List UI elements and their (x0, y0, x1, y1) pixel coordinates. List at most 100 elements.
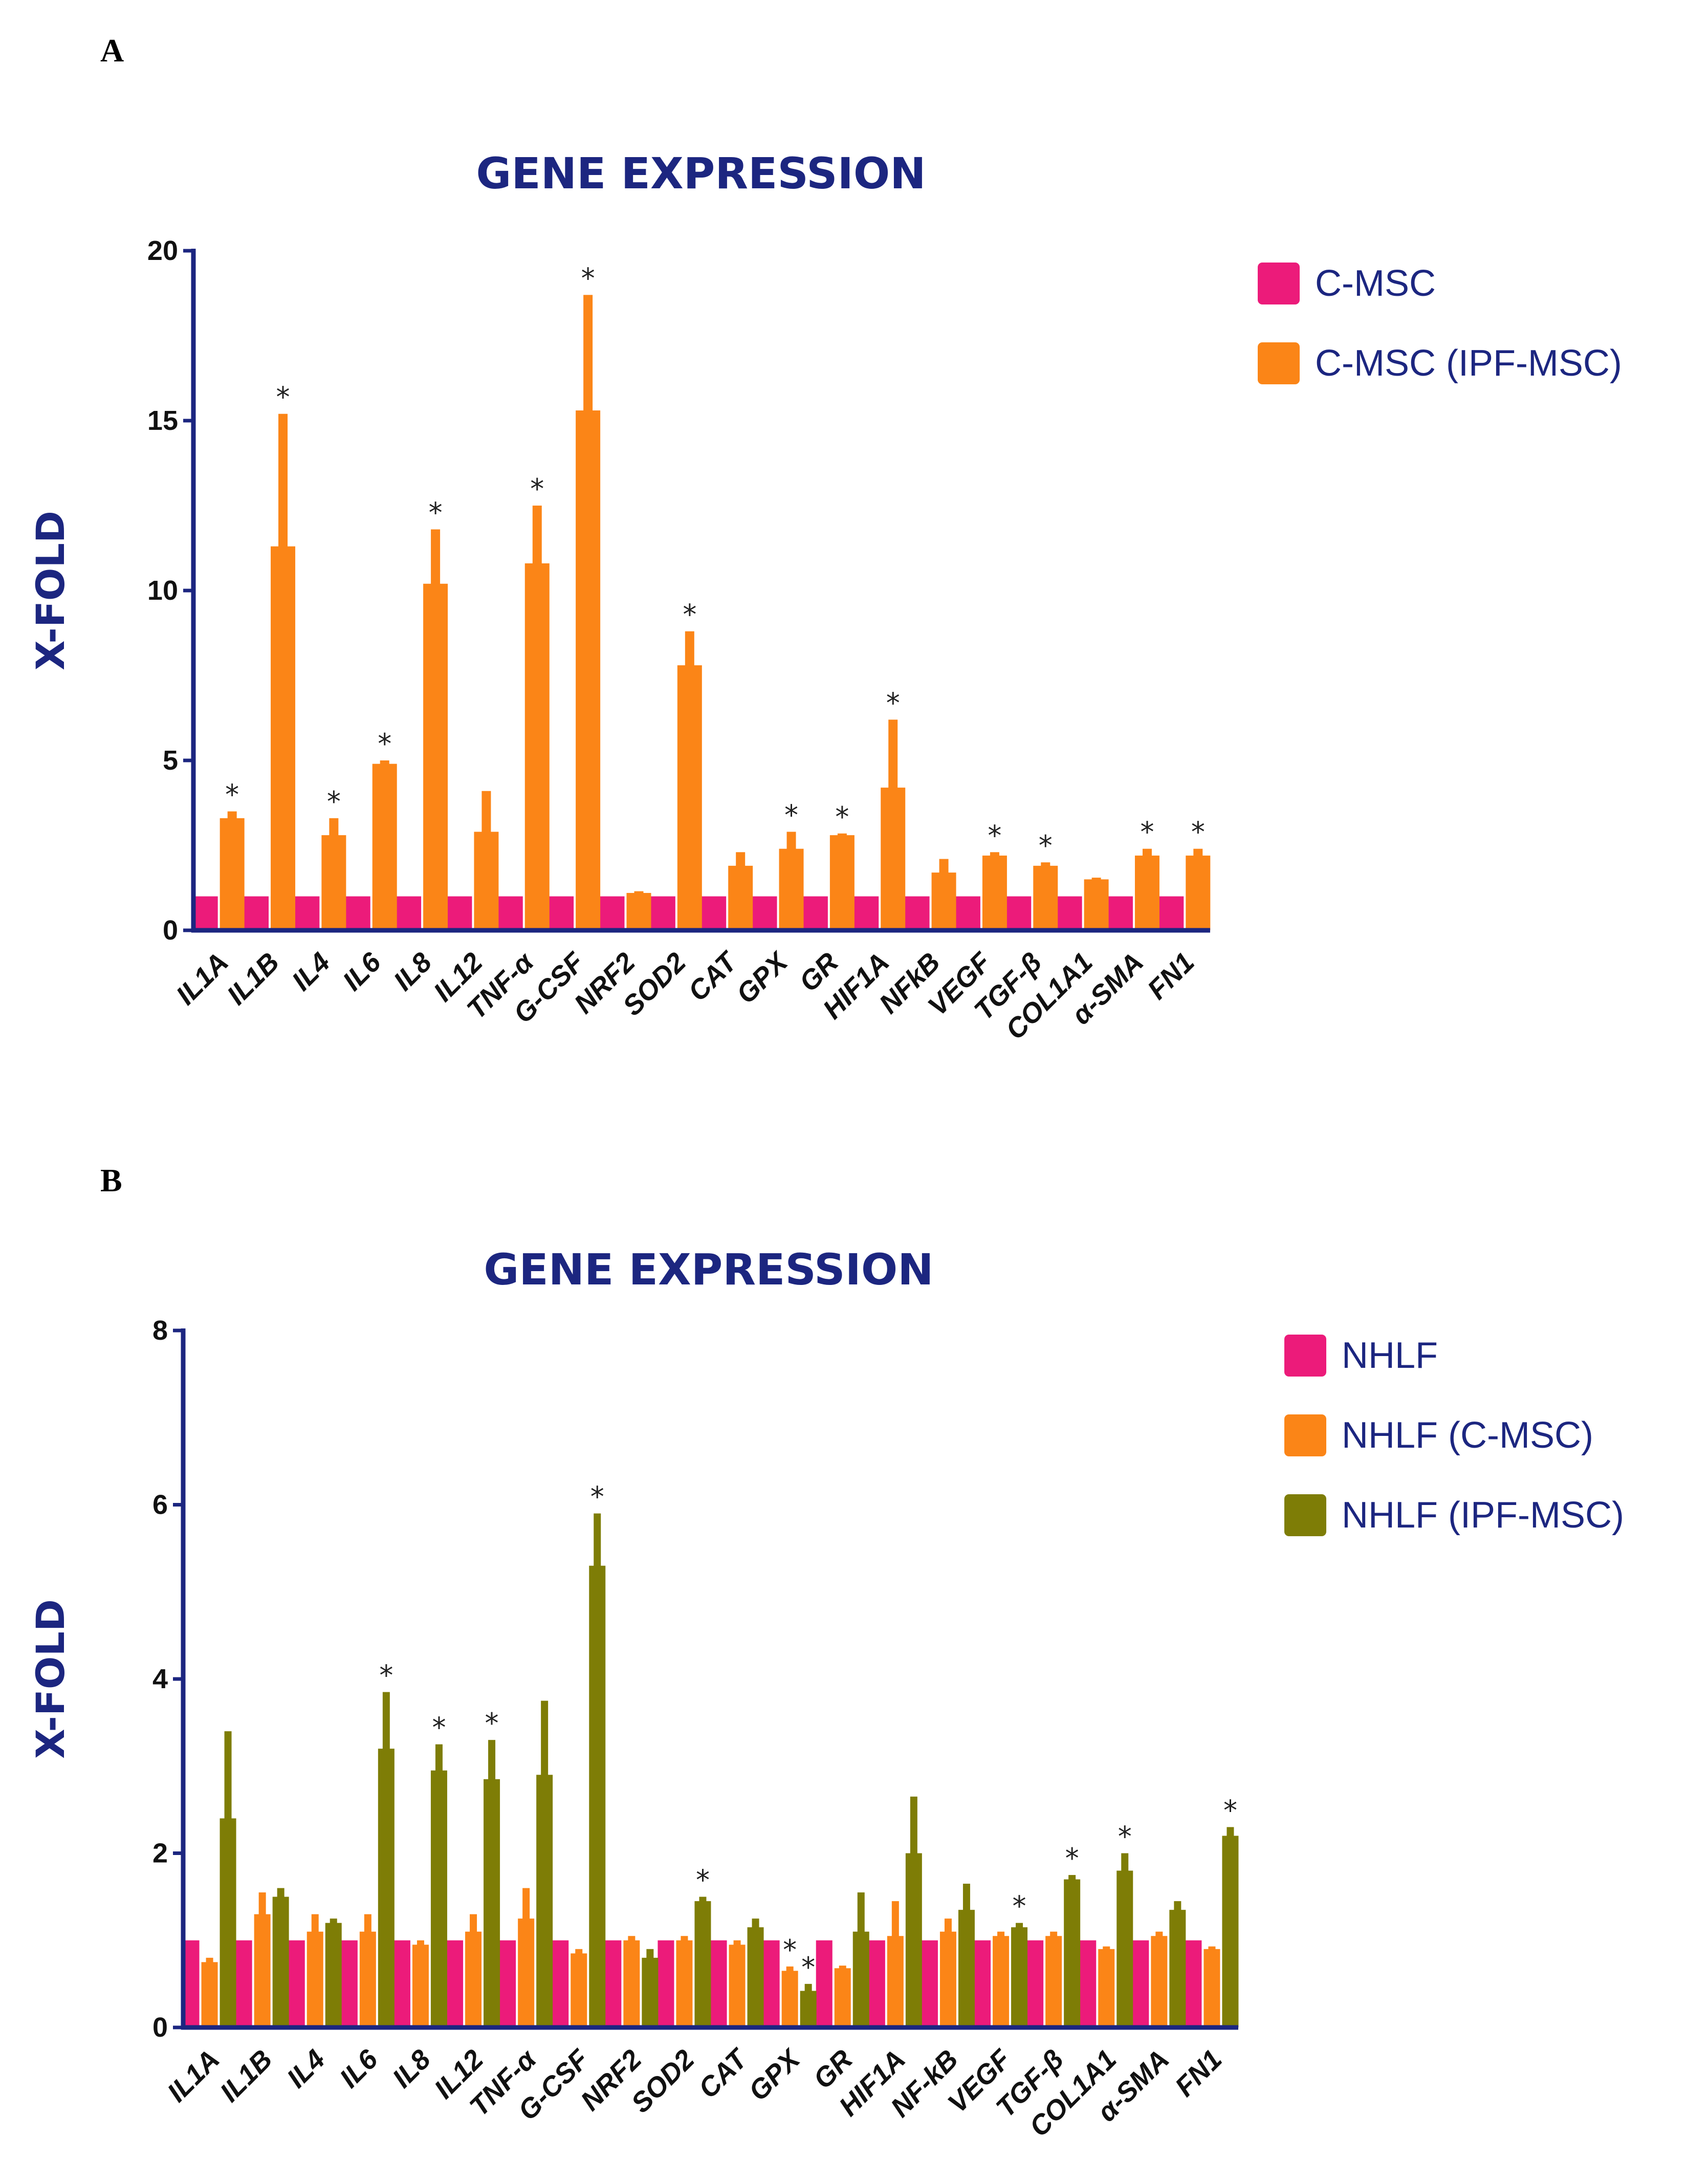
panel-letter-b: B (100, 1162, 122, 1198)
significance-star-nhlf-ipf-msc-g-csf: * (590, 1481, 604, 1513)
bar-c-msc-ipf-msc-tgf (1033, 865, 1058, 930)
error-bar-nhlf-c-msc-nrf2 (628, 1936, 636, 1941)
significance-star-nhlf-ipf-msc-il8: * (432, 1712, 446, 1744)
legend-label-c-msc: C-MSC (1315, 263, 1436, 304)
significance-star-c-msc-ipf-msc-sod2: * (683, 599, 696, 631)
significance-star-c-msc-ipf-msc-g-csf: * (581, 262, 595, 294)
error-bar-c-msc-ipf-msc-col1a1 (1091, 878, 1101, 880)
y-tick-label-6: 6 (152, 1490, 168, 1520)
error-bar-nhlf-ipf-msc-tnf (541, 1700, 549, 1776)
error-bar-nhlf-c-msc-il8 (417, 1940, 424, 1946)
error-bar-nhlf-c-msc-hif1a (891, 1901, 899, 1937)
bar-c-msc-tnf (498, 896, 523, 930)
error-bar-c-msc-ipf-msc-il6 (380, 760, 389, 765)
error-bar-c-msc-ipf-msc-nrf2 (634, 891, 644, 893)
bar-c-msc-sma (1108, 896, 1133, 930)
bar-c-msc-ipf-msc-il1a (220, 818, 245, 930)
bar-nhlf-ipf-msc-sma (1169, 1910, 1186, 2027)
x-tick-label-il1b: IL1B (214, 2044, 278, 2108)
bar-nhlf-tnf (499, 1940, 516, 2027)
significance-star-nhlf-ipf-msc-fn1: * (1223, 1794, 1237, 1826)
bar-c-msc-cat (702, 896, 727, 930)
error-bar-c-msc-ipf-msc-il4 (329, 818, 339, 836)
bar-nhlf-c-msc-col1a1 (1098, 1949, 1115, 2027)
legend-label-c-msc-ipf-msc: C-MSC (IPF-MSC) (1315, 343, 1622, 384)
bar-nhlf-sod2 (658, 1940, 674, 2027)
error-bar-nhlf-ipf-msc-sod2 (699, 1896, 707, 1902)
bar-nhlf-c-msc-il1a (201, 1962, 218, 2027)
y-tick-label-10: 10 (147, 575, 178, 606)
bar-nhlf-ipf-msc-il12 (484, 1779, 500, 2027)
bar-nhlf-gr (816, 1940, 833, 2027)
bar-c-msc-ipf-msc-vegf (982, 855, 1007, 930)
error-bar-nhlf-c-msc-tgf (1050, 1931, 1058, 1937)
significance-star-nhlf-ipf-msc-sod2: * (696, 1864, 710, 1896)
bar-nhlf-il8 (393, 1940, 410, 2027)
bar-nhlf-nf-kb (921, 1940, 938, 2027)
error-bar-c-msc-ipf-msc-il8 (431, 529, 441, 584)
bar-c-msc-ipf-msc-cat (728, 865, 753, 930)
error-bar-c-msc-ipf-msc-cat (736, 852, 746, 866)
x-tick-label-il6: IL6 (337, 946, 387, 996)
bar-nhlf-ipf-msc-il4 (325, 1923, 342, 2027)
bar-nhlf-il6 (341, 1940, 358, 2027)
bar-nhlf-il12 (447, 1940, 464, 2027)
error-bar-nhlf-c-msc-sod2 (681, 1936, 688, 1941)
bar-nhlf-c-msc-il8 (412, 1945, 429, 2027)
significance-star-nhlf-ipf-msc-tgf: * (1065, 1842, 1079, 1874)
error-bar-nhlf-ipf-msc-g-csf (594, 1513, 601, 1566)
significance-star-nhlf-ipf-msc-il6: * (379, 1660, 393, 1692)
error-bar-nhlf-ipf-msc-hif1a (910, 1796, 917, 1854)
x-tick-label-il4: IL4 (286, 947, 336, 997)
bar-nhlf-c-msc-tnf (518, 1918, 535, 2027)
significance-star-c-msc-ipf-msc-gr: * (835, 801, 849, 833)
bar-c-msc-g-csf (549, 896, 574, 930)
significance-star-c-msc-ipf-msc-il1b: * (276, 381, 290, 413)
x-tick-label-il1a: IL1A (170, 947, 234, 1011)
significance-star-c-msc-ipf-msc-il1a: * (225, 779, 239, 811)
x-tick-label-cat: CAT (682, 945, 744, 1007)
bar-nhlf-ipf-msc-il1a (220, 1818, 236, 2027)
bar-nhlf-ipf-msc-col1a1 (1116, 1870, 1133, 2027)
bar-nhlf-c-msc-il12 (465, 1931, 482, 2027)
error-bar-nhlf-c-msc-col1a1 (1103, 1946, 1110, 1950)
error-bar-nhlf-ipf-msc-il6 (382, 1692, 390, 1750)
error-bar-nhlf-c-msc-il4 (311, 1914, 319, 1932)
error-bar-nhlf-c-msc-tnf (522, 1888, 530, 1919)
chart-title: GENE EXPRESSION (484, 1245, 933, 1295)
error-bar-c-msc-ipf-msc-tgf (1041, 862, 1050, 866)
bar-c-msc-tgf (1006, 896, 1032, 930)
bar-nhlf-hif1a (868, 1940, 885, 2027)
legend-label-nhlf: NHLF (1342, 1335, 1438, 1376)
bar-nhlf-il1a (183, 1940, 200, 2027)
error-bar-nhlf-c-msc-il12 (470, 1914, 477, 1932)
bar-c-msc-il4 (295, 896, 320, 930)
error-bar-nhlf-c-msc-gpx (786, 1966, 794, 1972)
bar-nhlf-c-msc-cat (729, 1945, 746, 2027)
bar-nhlf-c-msc-g-csf (571, 1953, 587, 2027)
y-tick-label-8: 8 (152, 1315, 168, 1346)
bar-nhlf-ipf-msc-gpx (800, 1991, 817, 2027)
bar-c-msc-ipf-msc-il12 (474, 832, 499, 930)
error-bar-nhlf-ipf-msc-il4 (330, 1918, 337, 1924)
error-bar-c-msc-ipf-msc-gpx (786, 832, 796, 849)
error-bar-nhlf-c-msc-nf-kb (944, 1918, 952, 1932)
error-bar-c-msc-ipf-msc-il12 (481, 791, 491, 833)
bar-c-msc-ipf-msc-il4 (321, 835, 346, 930)
legend-label-nhlf-c-msc: NHLF (C-MSC) (1342, 1415, 1593, 1456)
bar-c-msc-il6 (345, 896, 370, 930)
bar-nhlf-c-msc-gpx (781, 1971, 798, 2027)
bar-nhlf-c-msc-sma (1151, 1936, 1168, 2027)
bar-nhlf-ipf-msc-il6 (378, 1749, 395, 2027)
bar-nhlf-c-msc-hif1a (887, 1936, 904, 2027)
gene-expression-chart-a: GENE EXPRESSION X-FOLD * * * * * * * * * * * * * * * 0 5 10… (28, 148, 1622, 1045)
x-tick-label-gpx: GPX (743, 2043, 807, 2107)
y-axis-label: X-FOLD (28, 511, 73, 670)
significance-star-c-msc-ipf-msc-tgf: * (1039, 830, 1053, 862)
bar-c-msc-vegf (955, 896, 980, 930)
bar-c-msc-nrf2 (600, 896, 625, 930)
bar-nhlf-col1a1 (1080, 1940, 1097, 2027)
bar-nhlf-ipf-msc-il8 (430, 1770, 447, 2027)
legend-swatch-nhlf-c-msc (1284, 1414, 1326, 1456)
